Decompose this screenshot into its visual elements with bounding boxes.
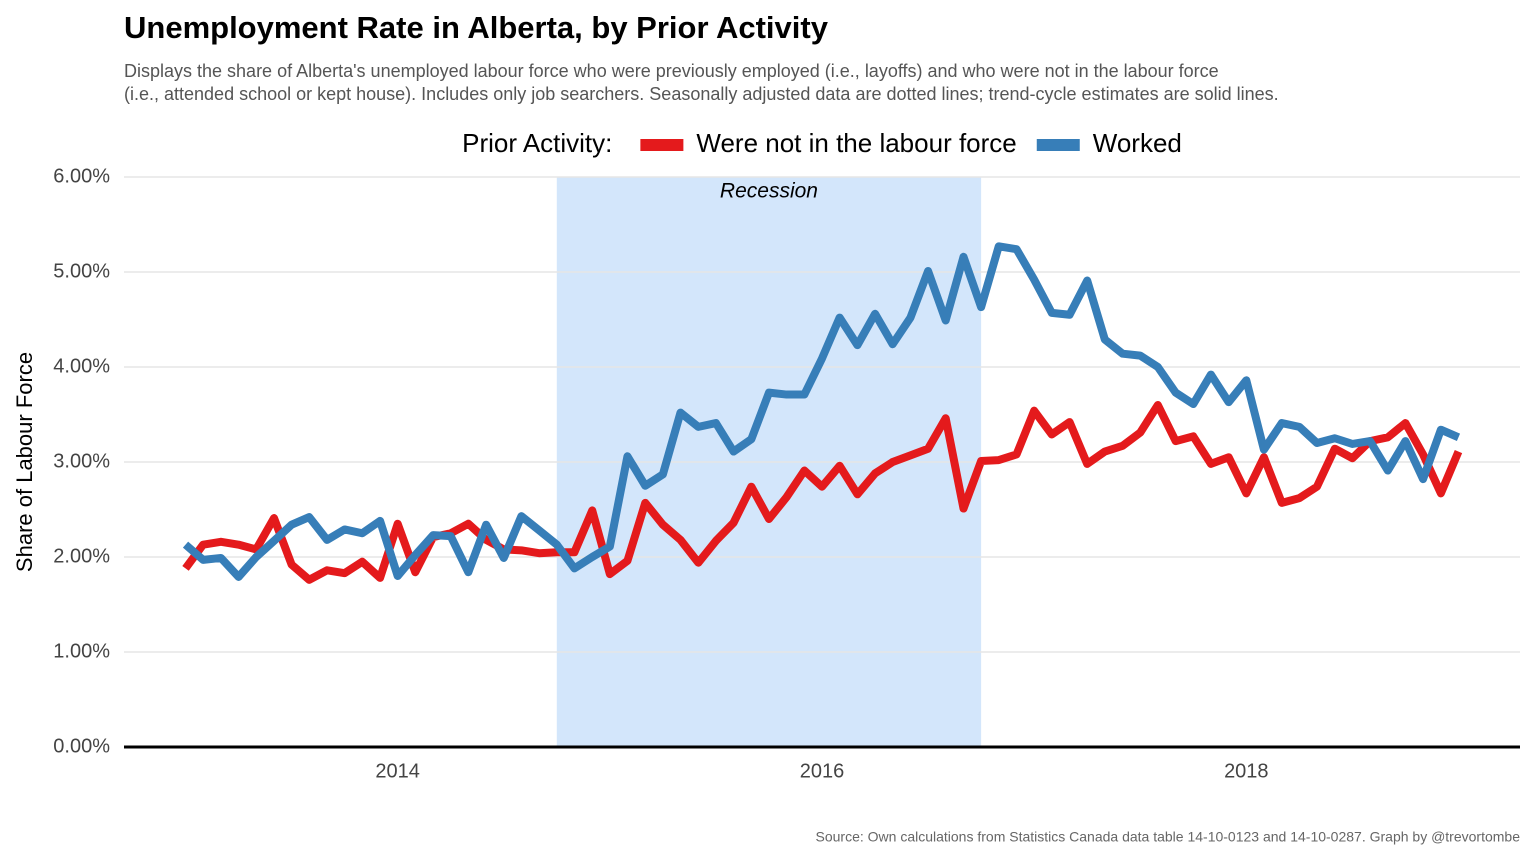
data-line <box>182 242 1461 581</box>
y-axis-label: Share of Labour Force <box>12 352 37 572</box>
x-tick-label: 2018 <box>1224 760 1269 782</box>
legend: Prior Activity: Were not in the labour fo… <box>462 128 1182 158</box>
chart-subtitle: Displays the share of Alberta's unemploy… <box>124 61 1219 81</box>
y-tick-label: 5.00% <box>53 260 110 282</box>
y-tick-label: 0.00% <box>53 735 110 757</box>
caption: Source: Own calculations from Statistics… <box>816 829 1521 845</box>
legend-swatch <box>1036 139 1080 151</box>
x-tick-label: 2016 <box>800 760 845 782</box>
y-tick-label: 3.00% <box>53 450 110 472</box>
x-tick-label: 2014 <box>375 760 420 782</box>
legend-label: Were not in the labour force <box>696 128 1016 158</box>
chart-subtitle: (i.e., attended school or kept house). I… <box>124 84 1279 104</box>
chart-title: Unemployment Rate in Alberta, by Prior A… <box>124 10 829 45</box>
y-tick-label: 4.00% <box>53 355 110 377</box>
data-line <box>182 401 1463 584</box>
legend-label: Worked <box>1093 128 1182 158</box>
legend-title: Prior Activity: <box>462 128 612 158</box>
y-tick-label: 2.00% <box>53 545 110 567</box>
legend-swatch <box>640 139 684 151</box>
y-tick-label: 1.00% <box>53 640 110 662</box>
recession-label: Recession <box>720 180 818 203</box>
y-tick-label: 6.00% <box>53 165 110 187</box>
